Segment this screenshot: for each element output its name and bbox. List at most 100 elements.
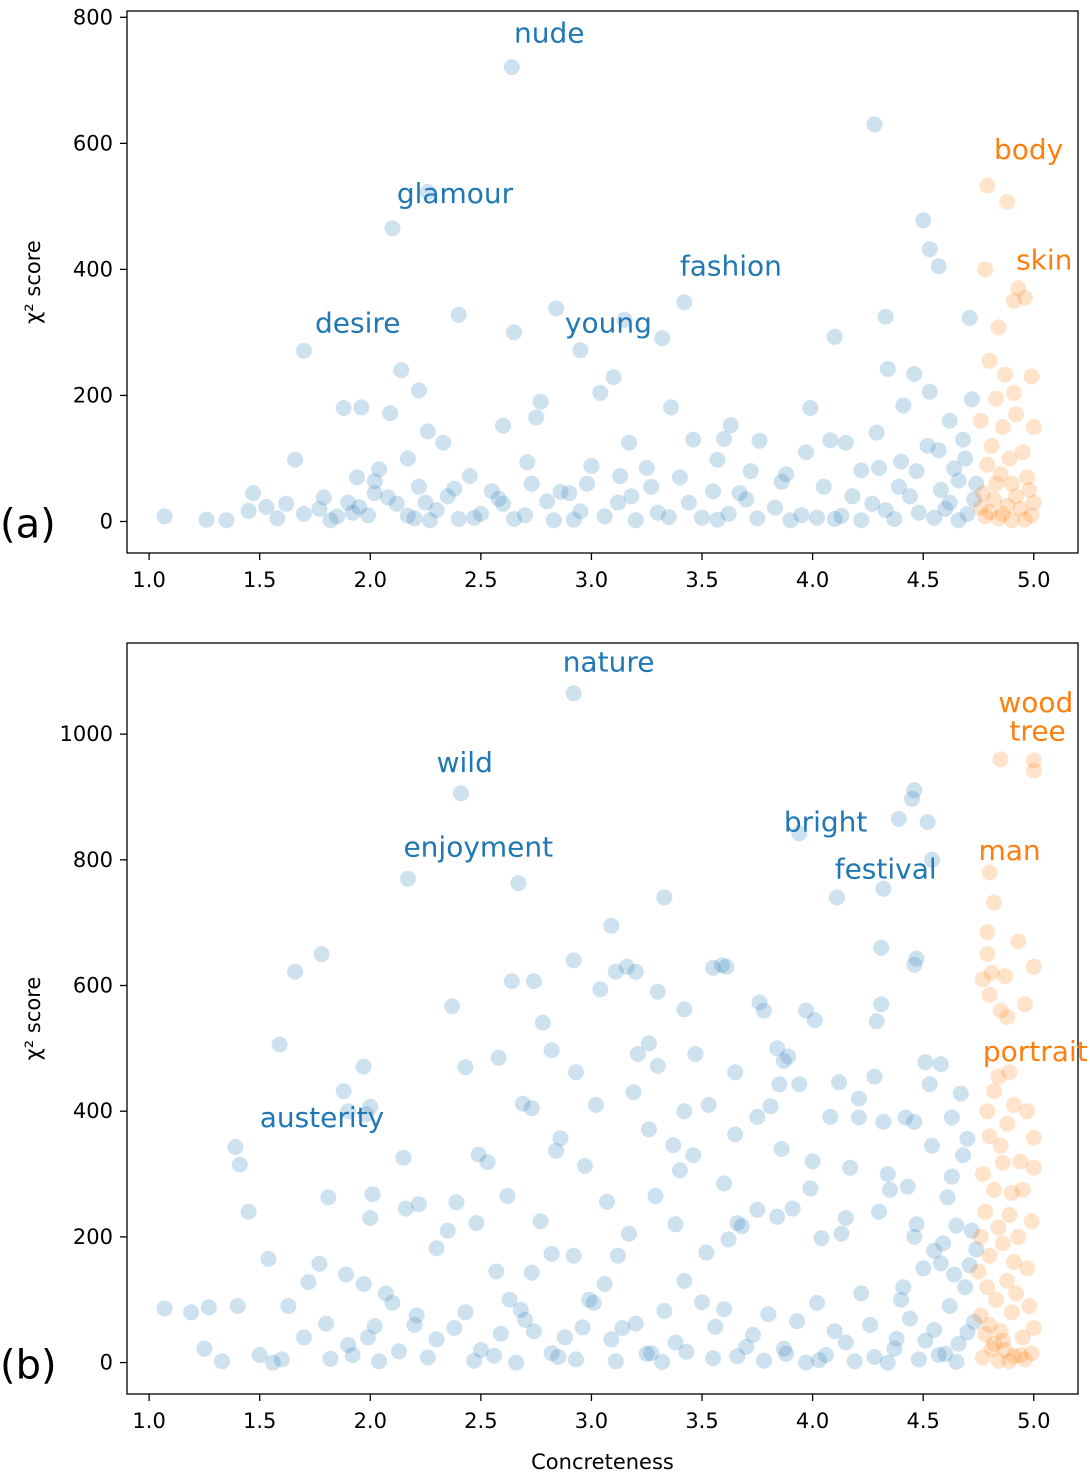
data-point (901, 488, 918, 505)
data-point (886, 511, 903, 527)
data-point (340, 1103, 357, 1120)
data-point-highlight (1003, 1304, 1020, 1321)
data-point (479, 1154, 496, 1171)
data-point (388, 495, 405, 512)
data-point (364, 1186, 381, 1203)
data-point (539, 493, 556, 510)
x-tick-label: 3.5 (685, 568, 718, 592)
data-point (773, 473, 790, 490)
data-point-highlight (1005, 384, 1022, 401)
data-point (685, 431, 702, 448)
data-point (762, 1098, 779, 1115)
data-point (543, 1245, 560, 1262)
data-point (946, 460, 963, 477)
data-point (775, 1340, 792, 1357)
data-point (572, 503, 589, 520)
data-point (851, 1090, 867, 1107)
data-point (466, 509, 483, 526)
data-point (417, 494, 434, 511)
data-point-highlight (1016, 289, 1033, 306)
data-point-highlight (1025, 1320, 1042, 1336)
data-point-highlight (972, 499, 989, 516)
data-point-highlight (1005, 1254, 1022, 1270)
data-point (550, 1348, 567, 1365)
data-point (344, 504, 361, 521)
data-point (510, 875, 527, 892)
data-point (543, 1042, 560, 1059)
data-point (428, 1240, 445, 1257)
data-point (610, 494, 626, 511)
data-point-highlight (1005, 1348, 1022, 1365)
data-point-highlight (1025, 1159, 1042, 1176)
y-tick-label: 200 (73, 1225, 113, 1249)
data-point (568, 1064, 584, 1081)
data-point (926, 1242, 943, 1259)
data-point (919, 437, 936, 454)
data-point (822, 1108, 839, 1125)
data-point (813, 1230, 830, 1247)
data-point (676, 1103, 693, 1120)
data-point-highlight (1014, 444, 1031, 461)
data-point-highlight (970, 1263, 987, 1280)
data-point (890, 811, 907, 827)
data-point (899, 1178, 916, 1195)
data-point (941, 412, 958, 429)
data-point (716, 1175, 733, 1192)
data-point (729, 1215, 746, 1232)
data-point-highlight (986, 1335, 1002, 1352)
data-point (676, 294, 693, 311)
data-point (654, 1353, 671, 1370)
data-point (183, 1304, 200, 1321)
x-tick-label: 1.0 (132, 568, 165, 592)
data-point (871, 459, 887, 476)
data-point (450, 306, 467, 323)
data-point-highlight (990, 1068, 1007, 1085)
data-point-highlight (1005, 292, 1022, 309)
data-point (355, 1276, 372, 1292)
x-tick-label: 3.0 (575, 1409, 608, 1433)
data-point (260, 1250, 277, 1267)
data-point-highlight (992, 751, 1009, 768)
data-point (514, 1095, 531, 1112)
data-point-highlight (986, 1181, 1002, 1198)
data-point (295, 342, 312, 359)
data-point (886, 1340, 903, 1357)
data-point (826, 1323, 843, 1340)
data-point (676, 1272, 693, 1289)
data-point (853, 1285, 870, 1302)
data-point (362, 1098, 379, 1115)
data-point (755, 1352, 772, 1369)
word-annotation: austerity (260, 1101, 385, 1134)
data-point (782, 512, 799, 529)
data-point (351, 499, 368, 515)
data-point (831, 1074, 848, 1091)
data-point (428, 1331, 445, 1348)
data-point (592, 384, 609, 401)
points-group (156, 59, 1042, 529)
data-point (955, 431, 971, 448)
data-point (906, 956, 923, 973)
data-point-highlight (992, 466, 1009, 483)
data-point-highlight (983, 1340, 1000, 1357)
data-point (335, 1083, 352, 1100)
data-point (851, 1109, 867, 1126)
data-point (968, 1241, 985, 1258)
data-point-highlight (977, 508, 994, 525)
data-point (395, 1149, 412, 1166)
data-point (879, 1166, 896, 1182)
data-point (607, 1353, 624, 1370)
data-point (791, 825, 808, 842)
data-point (864, 495, 881, 512)
data-point-highlight (979, 924, 996, 941)
data-point (453, 785, 469, 802)
word-annotation: festival (835, 853, 937, 886)
data-point (656, 1303, 673, 1319)
y-axis-title: χ² score (21, 240, 45, 324)
data-point (640, 1121, 657, 1138)
data-point (488, 1263, 505, 1280)
data-point (399, 870, 416, 887)
data-point (868, 424, 885, 441)
data-point (360, 507, 377, 524)
x-tick-label: 4.5 (906, 568, 939, 592)
